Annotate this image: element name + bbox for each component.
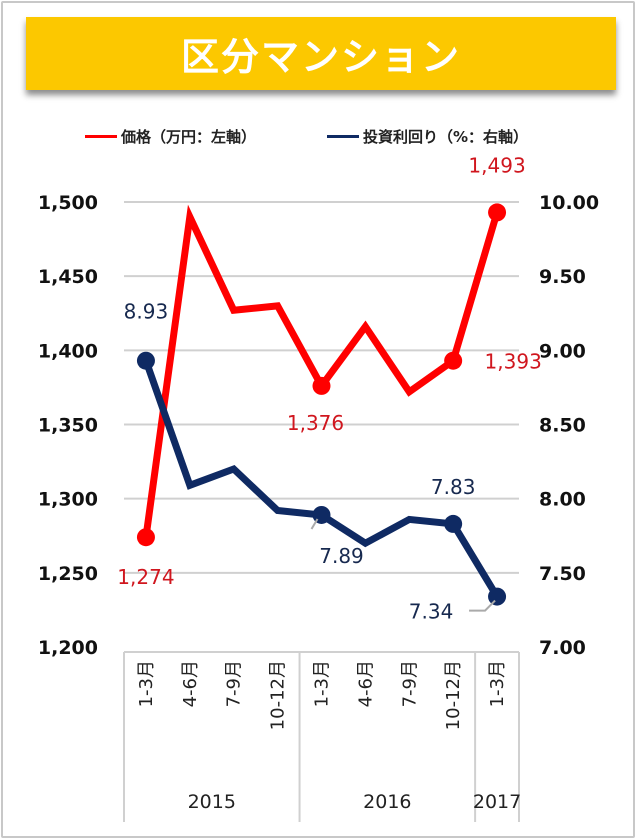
yield-data-label: 8.93 xyxy=(124,300,169,324)
leader-line xyxy=(469,599,496,612)
left-axis-tick: 1,400 xyxy=(38,340,98,362)
right-axis: 7.00 7.50 8.00 8.50 9.00 9.50 10.00 xyxy=(539,192,599,659)
chart-title: 区分マンション xyxy=(180,35,461,79)
left-axis: 1,200 1,250 1,300 1,350 1,400 1,450 1,500 xyxy=(38,192,98,659)
left-axis-tick: 1,300 xyxy=(38,489,98,511)
left-axis-tick: 1,200 xyxy=(38,637,98,659)
price-data-label: 1,376 xyxy=(287,411,344,435)
right-axis-tick: 8.50 xyxy=(539,415,586,437)
left-axis-tick: 1,250 xyxy=(38,563,98,585)
category-label: 7-9月 xyxy=(224,660,245,707)
yield-data-label: 7.89 xyxy=(319,544,364,568)
price-marker xyxy=(312,376,331,395)
price-marker xyxy=(488,203,507,222)
yield-data-label: 7.34 xyxy=(409,600,454,624)
price-data-label: 1,274 xyxy=(117,565,174,589)
x-axis: 1-3月 4-6月 7-9月 10-12月 1-3月 4-6月 7-9月 10-12月 1-3月… xyxy=(123,651,521,822)
category-label: 10-12月 xyxy=(268,660,289,730)
price-data-label: 1,393 xyxy=(485,350,542,374)
year-group-label: 2017 xyxy=(473,791,521,813)
title-banner: 区分マンション xyxy=(26,17,616,90)
right-axis-tick: 8.00 xyxy=(539,489,586,511)
left-axis-tick: 1,350 xyxy=(38,415,98,437)
legend-label-price: 価格（万円：左軸） xyxy=(121,128,257,146)
legend-item-yield: 投資利回り（%：右軸） xyxy=(327,126,528,147)
category-label: 1-3月 xyxy=(312,660,333,707)
right-axis-tick: 7.50 xyxy=(539,563,586,585)
yield-data-label: 7.83 xyxy=(431,475,476,499)
year-group-label: 2015 xyxy=(188,791,236,813)
category-label: 7-9月 xyxy=(399,660,420,707)
price-data-label: 1,493 xyxy=(468,153,525,177)
price-marker xyxy=(136,528,155,547)
category-label: 4-6月 xyxy=(355,660,376,707)
category-label: 10-12月 xyxy=(443,660,464,730)
leader-line xyxy=(310,518,319,530)
category-label: 4-6月 xyxy=(180,660,201,707)
year-group-label: 2016 xyxy=(363,791,411,813)
yield-marker xyxy=(444,514,463,533)
yield-marker xyxy=(488,587,507,606)
legend: 価格（万円：左軸） 投資利回り（%：右軸） xyxy=(0,126,637,150)
yield-marker xyxy=(136,351,155,370)
legend-label-yield: 投資利回り（%：右軸） xyxy=(363,128,529,146)
left-axis-tick: 1,450 xyxy=(38,266,98,288)
category-label: 1-3月 xyxy=(136,660,157,707)
legend-swatch-price xyxy=(85,135,117,138)
price-marker xyxy=(444,351,463,370)
series-lines xyxy=(136,203,507,606)
right-axis-tick: 7.00 xyxy=(539,637,586,659)
right-axis-tick: 9.00 xyxy=(539,340,586,362)
left-axis-tick: 1,500 xyxy=(38,192,98,214)
legend-swatch-yield xyxy=(327,135,359,138)
category-label: 1-3月 xyxy=(487,660,508,707)
data-labels: 1,274 1,376 1,393 1,493 8.93 7.89 7.83 7.34 xyxy=(117,153,541,623)
right-axis-tick: 9.50 xyxy=(539,266,586,288)
right-axis-tick: 10.00 xyxy=(539,192,599,214)
legend-item-price: 価格（万円：左軸） xyxy=(85,126,256,147)
